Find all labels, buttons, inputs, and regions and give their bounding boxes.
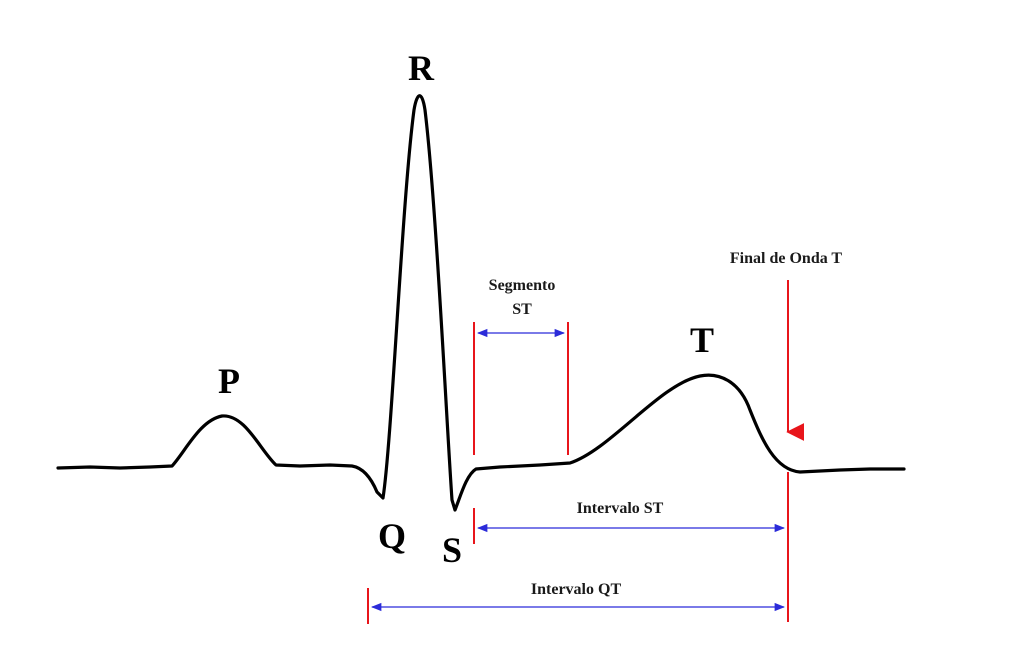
qt-interval-label: Intervalo QT <box>531 581 622 598</box>
st-interval-label: Intervalo ST <box>577 500 664 517</box>
t-wave-label: T <box>690 320 714 360</box>
r-wave-label: R <box>408 48 435 88</box>
ecg-trace <box>56 94 906 512</box>
p-wave-label: P <box>218 361 240 401</box>
t-wave-end-label: Final de Onda T <box>730 250 843 267</box>
st-segment-label-line2: ST <box>512 301 532 318</box>
st-segment-label-line1: Segmento <box>489 277 556 294</box>
q-wave-label: Q <box>378 516 406 556</box>
s-wave-label: S <box>442 530 462 570</box>
